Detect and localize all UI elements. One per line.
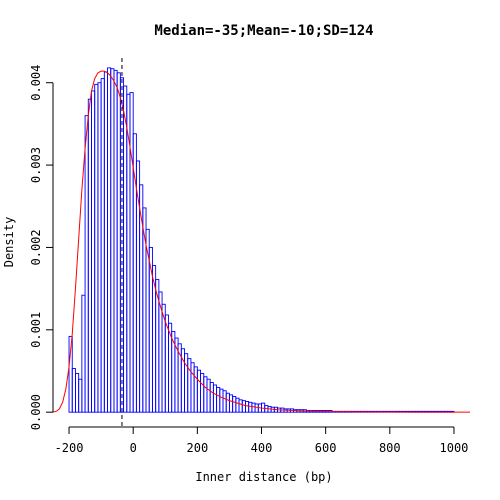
histogram-bar bbox=[200, 373, 205, 413]
histogram-bar bbox=[212, 384, 218, 413]
histogram-bar bbox=[219, 388, 224, 413]
histogram-bar bbox=[71, 368, 76, 413]
histogram-bar bbox=[187, 358, 192, 413]
histogram-bar bbox=[103, 71, 108, 413]
histogram-bar bbox=[129, 92, 134, 413]
histogram-bar bbox=[216, 387, 221, 413]
x-tick-label: 800 bbox=[379, 441, 401, 455]
histogram-bar bbox=[107, 67, 112, 413]
x-tick-label: 400 bbox=[251, 441, 273, 455]
histogram-bar bbox=[94, 83, 99, 413]
y-tick-label: 0.000 bbox=[29, 394, 43, 430]
histogram-bar bbox=[100, 78, 105, 413]
histogram-bar bbox=[209, 382, 214, 413]
x-tick-label: 600 bbox=[315, 441, 337, 455]
x-axis-label: Inner distance (bp) bbox=[195, 470, 332, 484]
histogram-bar bbox=[123, 85, 128, 413]
x-axis: -200 0 200 400 600 800 1000 bbox=[55, 426, 469, 455]
x-tick-label: 1000 bbox=[440, 441, 469, 455]
histogram-bar bbox=[222, 390, 227, 413]
histogram-bar bbox=[225, 392, 230, 413]
histogram-bars bbox=[68, 67, 455, 413]
x-tick-label: 0 bbox=[130, 441, 137, 455]
y-axis-label: Density bbox=[2, 217, 16, 268]
y-tick-label: 0.002 bbox=[29, 229, 43, 265]
histogram-bar bbox=[91, 90, 96, 413]
y-tick-label: 0.001 bbox=[29, 312, 43, 348]
histogram-bar bbox=[254, 403, 259, 413]
histogram-bar bbox=[228, 394, 234, 413]
y-tick-label: 0.003 bbox=[29, 147, 43, 183]
histogram-bar bbox=[184, 353, 189, 413]
x-tick-label: -200 bbox=[55, 441, 84, 455]
histogram-bar bbox=[203, 376, 208, 413]
histogram-bar bbox=[110, 68, 115, 413]
histogram-bar bbox=[84, 115, 89, 413]
histogram-bar bbox=[113, 69, 118, 413]
histogram-bar bbox=[248, 401, 253, 413]
x-tick-label: 200 bbox=[187, 441, 209, 455]
histogram-bar bbox=[251, 402, 256, 413]
histogram-bar bbox=[232, 396, 237, 413]
histogram-bar bbox=[245, 401, 250, 413]
histogram-bar bbox=[190, 362, 195, 413]
histogram-bar bbox=[74, 373, 80, 413]
histogram-bar bbox=[206, 378, 211, 413]
histogram-bar bbox=[81, 294, 86, 413]
histogram-bar bbox=[238, 399, 243, 413]
histogram-bar bbox=[87, 98, 92, 413]
histogram-bar bbox=[116, 72, 121, 413]
histogram-bar bbox=[235, 397, 240, 413]
histogram-bar bbox=[241, 400, 246, 413]
density-fit-curve bbox=[52, 70, 471, 413]
y-tick-label: 0.004 bbox=[29, 65, 43, 101]
chart-title: Median=-35;Mean=-10;SD=124 bbox=[154, 23, 373, 39]
histogram-bar bbox=[193, 366, 198, 413]
histogram-bar bbox=[196, 369, 202, 413]
histogram-bar bbox=[78, 378, 83, 413]
histogram-bar bbox=[97, 82, 102, 413]
y-axis: 0.000 0.001 0.002 0.003 0.004 bbox=[29, 65, 54, 430]
